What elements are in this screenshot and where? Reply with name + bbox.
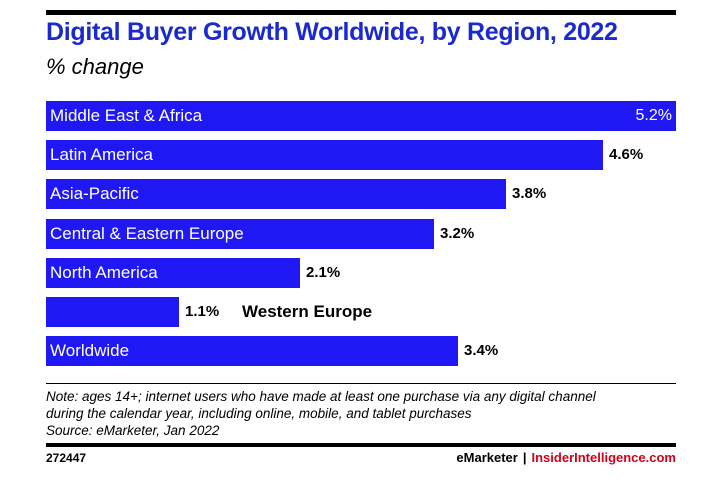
- bar-category-label: Asia-Pacific: [50, 184, 139, 203]
- brand-emarketer: eMarketer: [456, 450, 518, 465]
- brand-separator: |: [522, 450, 527, 465]
- bar-category-label: Latin America: [50, 145, 153, 164]
- brand-insider-intelligence: InsiderIntelligence.com: [531, 450, 677, 465]
- chart-subtitle: % change: [46, 54, 144, 79]
- note-source: Source: eMarketer, Jan 2022: [46, 423, 220, 438]
- bar: [46, 297, 179, 327]
- bar-category-label: Middle East & Africa: [50, 106, 203, 125]
- chart-title: Digital Buyer Growth Worldwide, by Regio…: [46, 18, 618, 46]
- bar: [46, 179, 506, 209]
- bottom-rule: [46, 443, 676, 447]
- bar-category-label: Central & Eastern Europe: [50, 224, 244, 243]
- bar: [46, 336, 458, 366]
- bar-value-label: 3.2%: [440, 225, 475, 242]
- bar: [46, 219, 434, 249]
- bar-value-label: 2.1%: [306, 264, 341, 281]
- top-rule: [46, 10, 676, 15]
- bar-value-label: 5.2%: [635, 107, 672, 124]
- bar: [46, 101, 676, 131]
- footer-brands: eMarketer | InsiderIntelligence.com: [456, 450, 676, 465]
- bar-value-label: 1.1%: [185, 303, 220, 320]
- chart-note: Note: ages 14+; internet users who have …: [46, 388, 686, 439]
- note-line-1: Note: ages 14+; internet users who have …: [46, 389, 596, 404]
- bar-value-label: 4.6%: [609, 146, 644, 163]
- bar-value-label: 3.8%: [512, 185, 547, 202]
- note-rule: [46, 383, 676, 384]
- chart-id: 272447: [46, 451, 87, 465]
- bar-value-label: 3.4%: [464, 342, 499, 359]
- bar-category-label: North America: [50, 263, 158, 282]
- note-line-2: during the calendar year, including onli…: [46, 406, 472, 421]
- bar: [46, 258, 300, 288]
- bar: [46, 140, 603, 170]
- bar-category-label: Worldwide: [50, 341, 130, 360]
- bar-category-label: Western Europe: [242, 302, 373, 321]
